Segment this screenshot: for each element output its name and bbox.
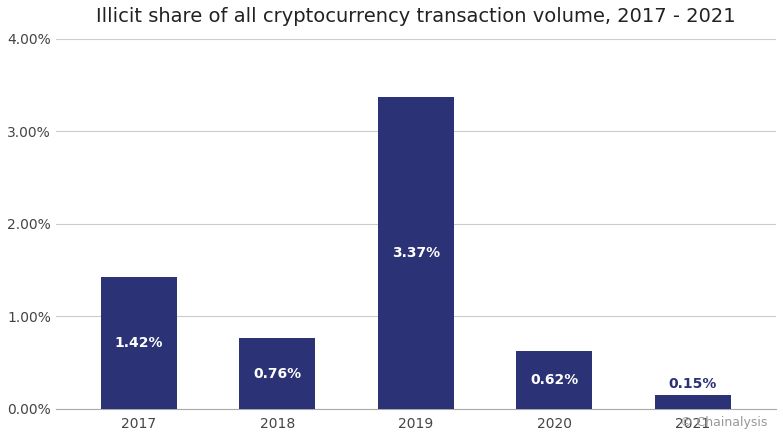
Bar xyxy=(240,339,316,409)
Bar xyxy=(377,97,454,409)
Bar xyxy=(655,395,731,409)
Text: 3.37%: 3.37% xyxy=(392,246,440,260)
Text: 0.15%: 0.15% xyxy=(669,377,717,391)
Title: Illicit share of all cryptocurrency transaction volume, 2017 - 2021: Illicit share of all cryptocurrency tran… xyxy=(96,7,736,26)
Text: 0.62%: 0.62% xyxy=(530,373,579,387)
Bar xyxy=(101,277,177,409)
Text: 0.76%: 0.76% xyxy=(253,367,301,381)
Text: 1.42%: 1.42% xyxy=(114,336,163,350)
Text: © Chainalysis: © Chainalysis xyxy=(680,416,767,429)
Bar xyxy=(516,351,593,409)
